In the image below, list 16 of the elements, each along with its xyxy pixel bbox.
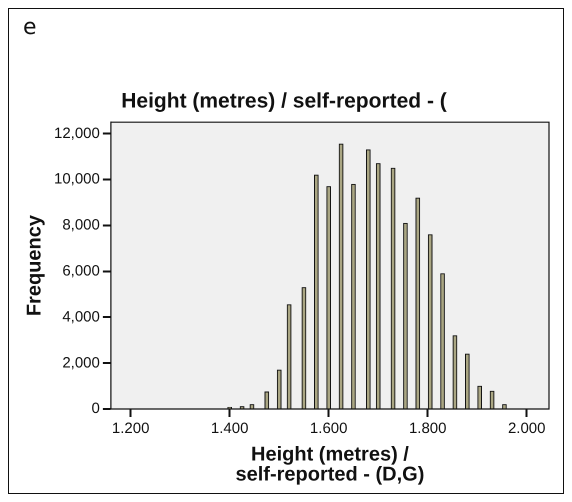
x-tick-label: 1.400 bbox=[210, 420, 248, 438]
y-tick-label: 6,000 bbox=[62, 262, 100, 280]
chart-title: Height (metres) / self-reported - ( bbox=[121, 89, 447, 112]
x-tick-label: 2.000 bbox=[508, 420, 546, 438]
y-tick-label: 8,000 bbox=[62, 216, 100, 234]
text: e bbox=[23, 15, 37, 40]
y-tick-label: 12,000 bbox=[54, 124, 100, 142]
x-tick-label: 1.800 bbox=[408, 420, 446, 438]
x-tick-label: 1.200 bbox=[112, 420, 150, 438]
y-axis-title: Frequency bbox=[24, 214, 46, 316]
y-tick-label: 0 bbox=[92, 400, 100, 418]
x-tick-label: 1.600 bbox=[310, 420, 348, 438]
y-tick-label: 2,000 bbox=[62, 354, 100, 372]
x-axis-title: Height (metres) / self-reported - (D,G) bbox=[235, 444, 424, 486]
y-tick-label: 4,000 bbox=[62, 308, 100, 326]
y-tick-label: 10,000 bbox=[54, 170, 100, 188]
